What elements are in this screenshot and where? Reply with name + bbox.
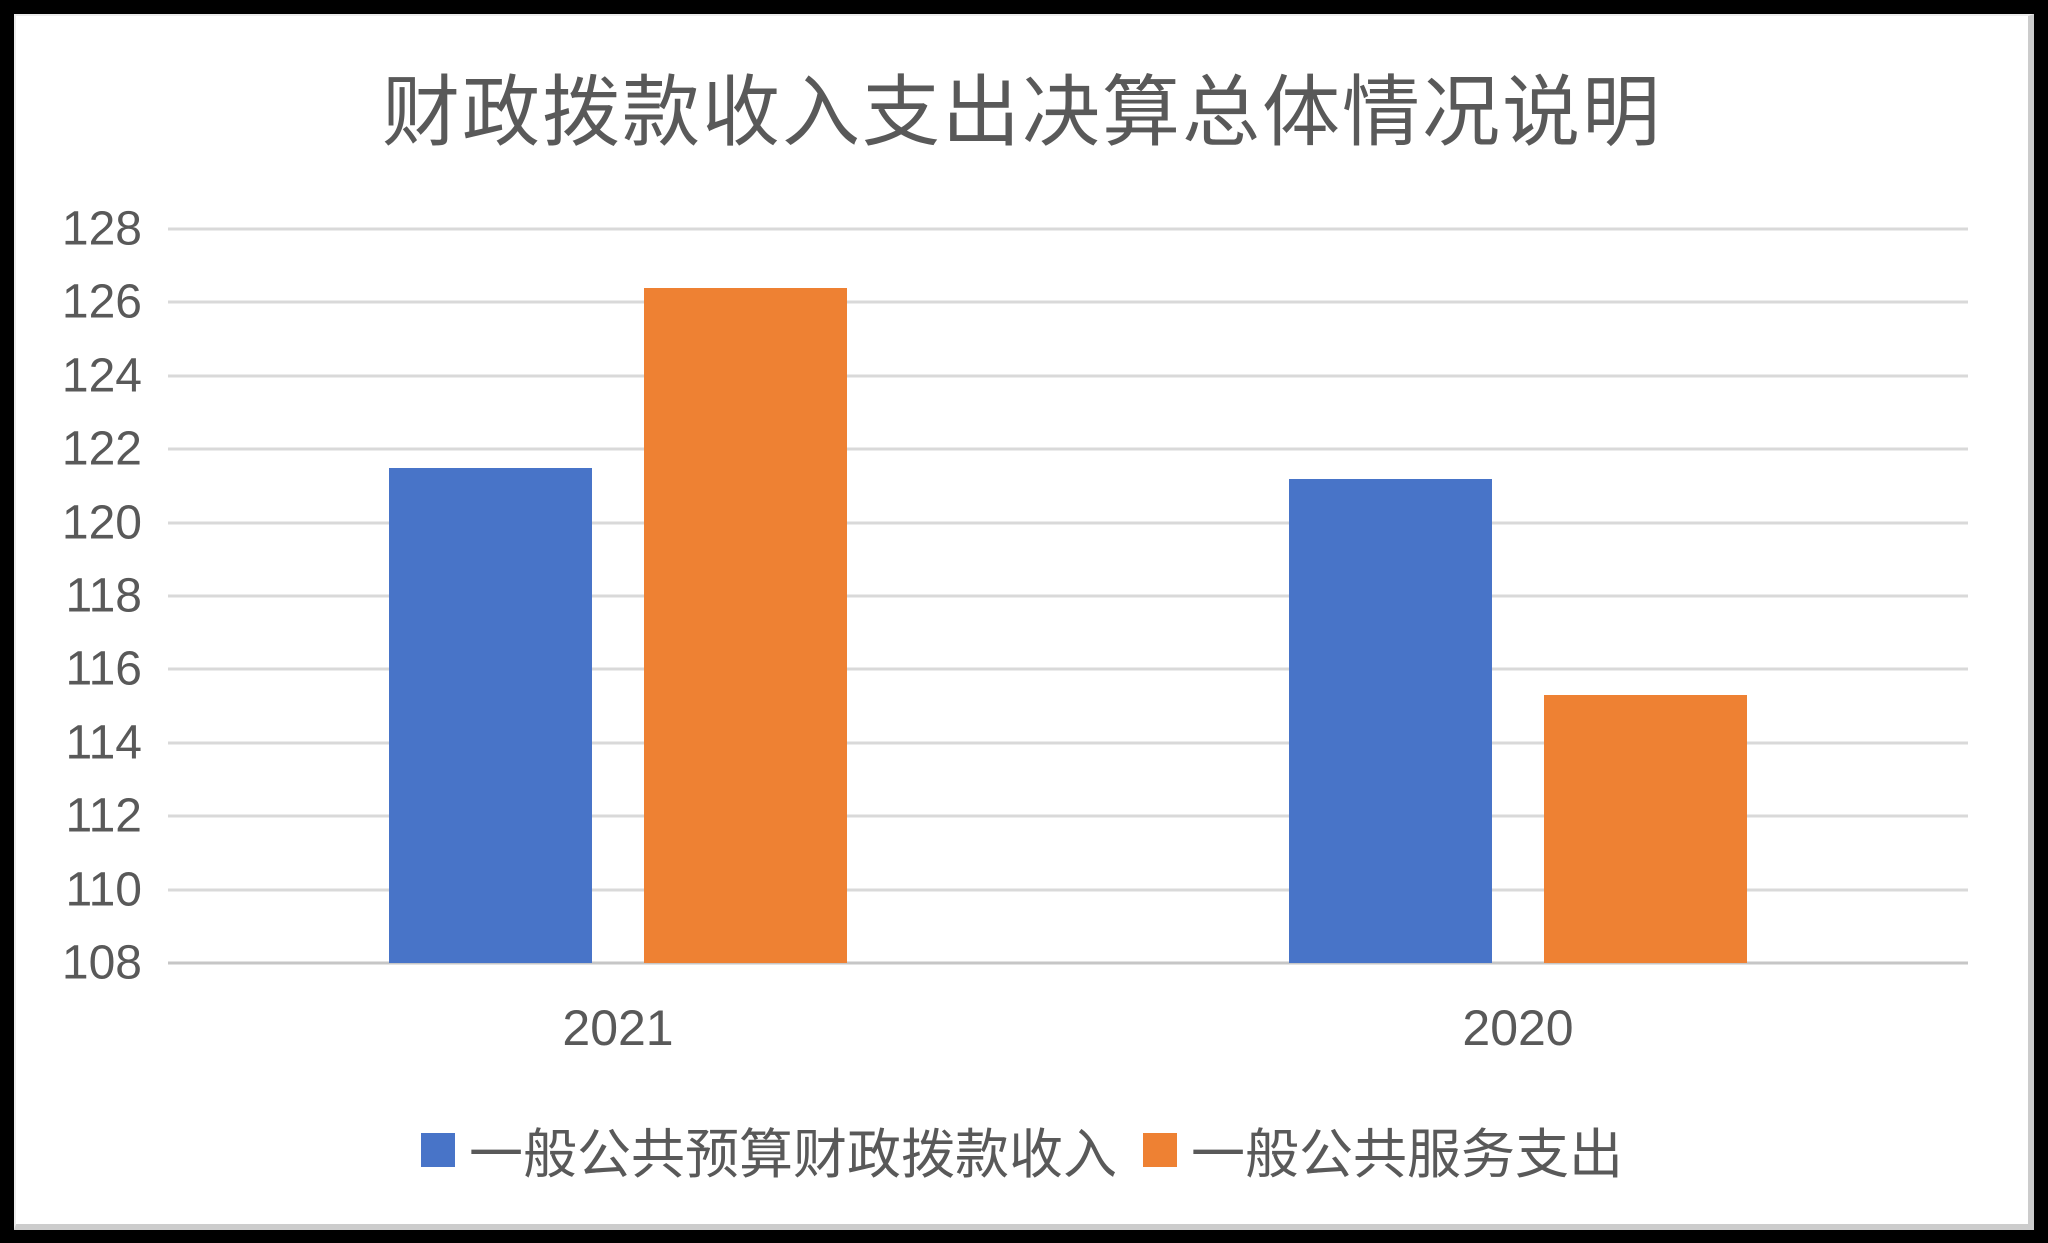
gridline <box>168 594 1968 598</box>
chart-card: 财政拨款收入支出决算总体情况说明 128 126 124 122 120 118 116 11… <box>14 14 2034 1230</box>
gridline <box>168 227 1968 231</box>
gridline <box>168 300 1968 304</box>
y-tick-label: 114 <box>65 716 142 770</box>
legend: 一般公共预算财政拨款收入 一般公共服务支出 <box>16 1110 2028 1189</box>
legend-swatch-expenditure-icon <box>1143 1132 1177 1167</box>
y-tick-label: 110 <box>65 863 142 917</box>
y-tick-label: 120 <box>61 496 142 550</box>
gridline <box>168 521 1968 525</box>
y-tick-label: 124 <box>61 349 142 403</box>
legend-label-income: 一般公共预算财政拨款收入 <box>469 1125 1117 1185</box>
y-tick-label: 116 <box>65 642 142 696</box>
plot-area: 128 126 124 122 120 118 116 114 112 110 108 2021 202… <box>62 203 1968 1056</box>
x-tick-label-2021: 2021 <box>562 1000 674 1056</box>
legend-item-income[interactable]: 一般公共预算财政拨款收入 <box>421 1110 1117 1189</box>
bar-group-2021 <box>389 229 847 963</box>
legend-label-expenditure: 一般公共服务支出 <box>1191 1125 1623 1185</box>
gridline <box>168 667 1968 671</box>
gridline <box>168 741 1968 745</box>
gridline <box>168 888 1968 892</box>
y-tick-label: 118 <box>65 569 142 623</box>
bar-2021-expenditure[interactable] <box>644 287 847 963</box>
gridline <box>168 447 1968 451</box>
bar-group-2020 <box>1289 229 1747 963</box>
y-tick-label: 128 <box>61 202 142 256</box>
x-axis-line <box>168 961 1968 965</box>
chart-title: 财政拨款收入支出决算总体情况说明 <box>381 69 1662 156</box>
y-tick-label: 108 <box>61 936 142 990</box>
bar-2020-income[interactable] <box>1289 478 1492 963</box>
gridline <box>168 374 1968 378</box>
bar-2020-expenditure[interactable] <box>1544 695 1747 963</box>
bar-2021-income[interactable] <box>389 467 592 963</box>
gridline <box>168 814 1968 818</box>
y-tick-label: 126 <box>61 275 142 329</box>
x-tick-label-2020: 2020 <box>1462 1000 1574 1056</box>
legend-item-expenditure[interactable]: 一般公共服务支出 <box>1143 1110 1623 1189</box>
y-tick-label: 112 <box>65 789 142 843</box>
legend-swatch-income-icon <box>421 1132 455 1167</box>
y-tick-label: 122 <box>61 422 142 476</box>
